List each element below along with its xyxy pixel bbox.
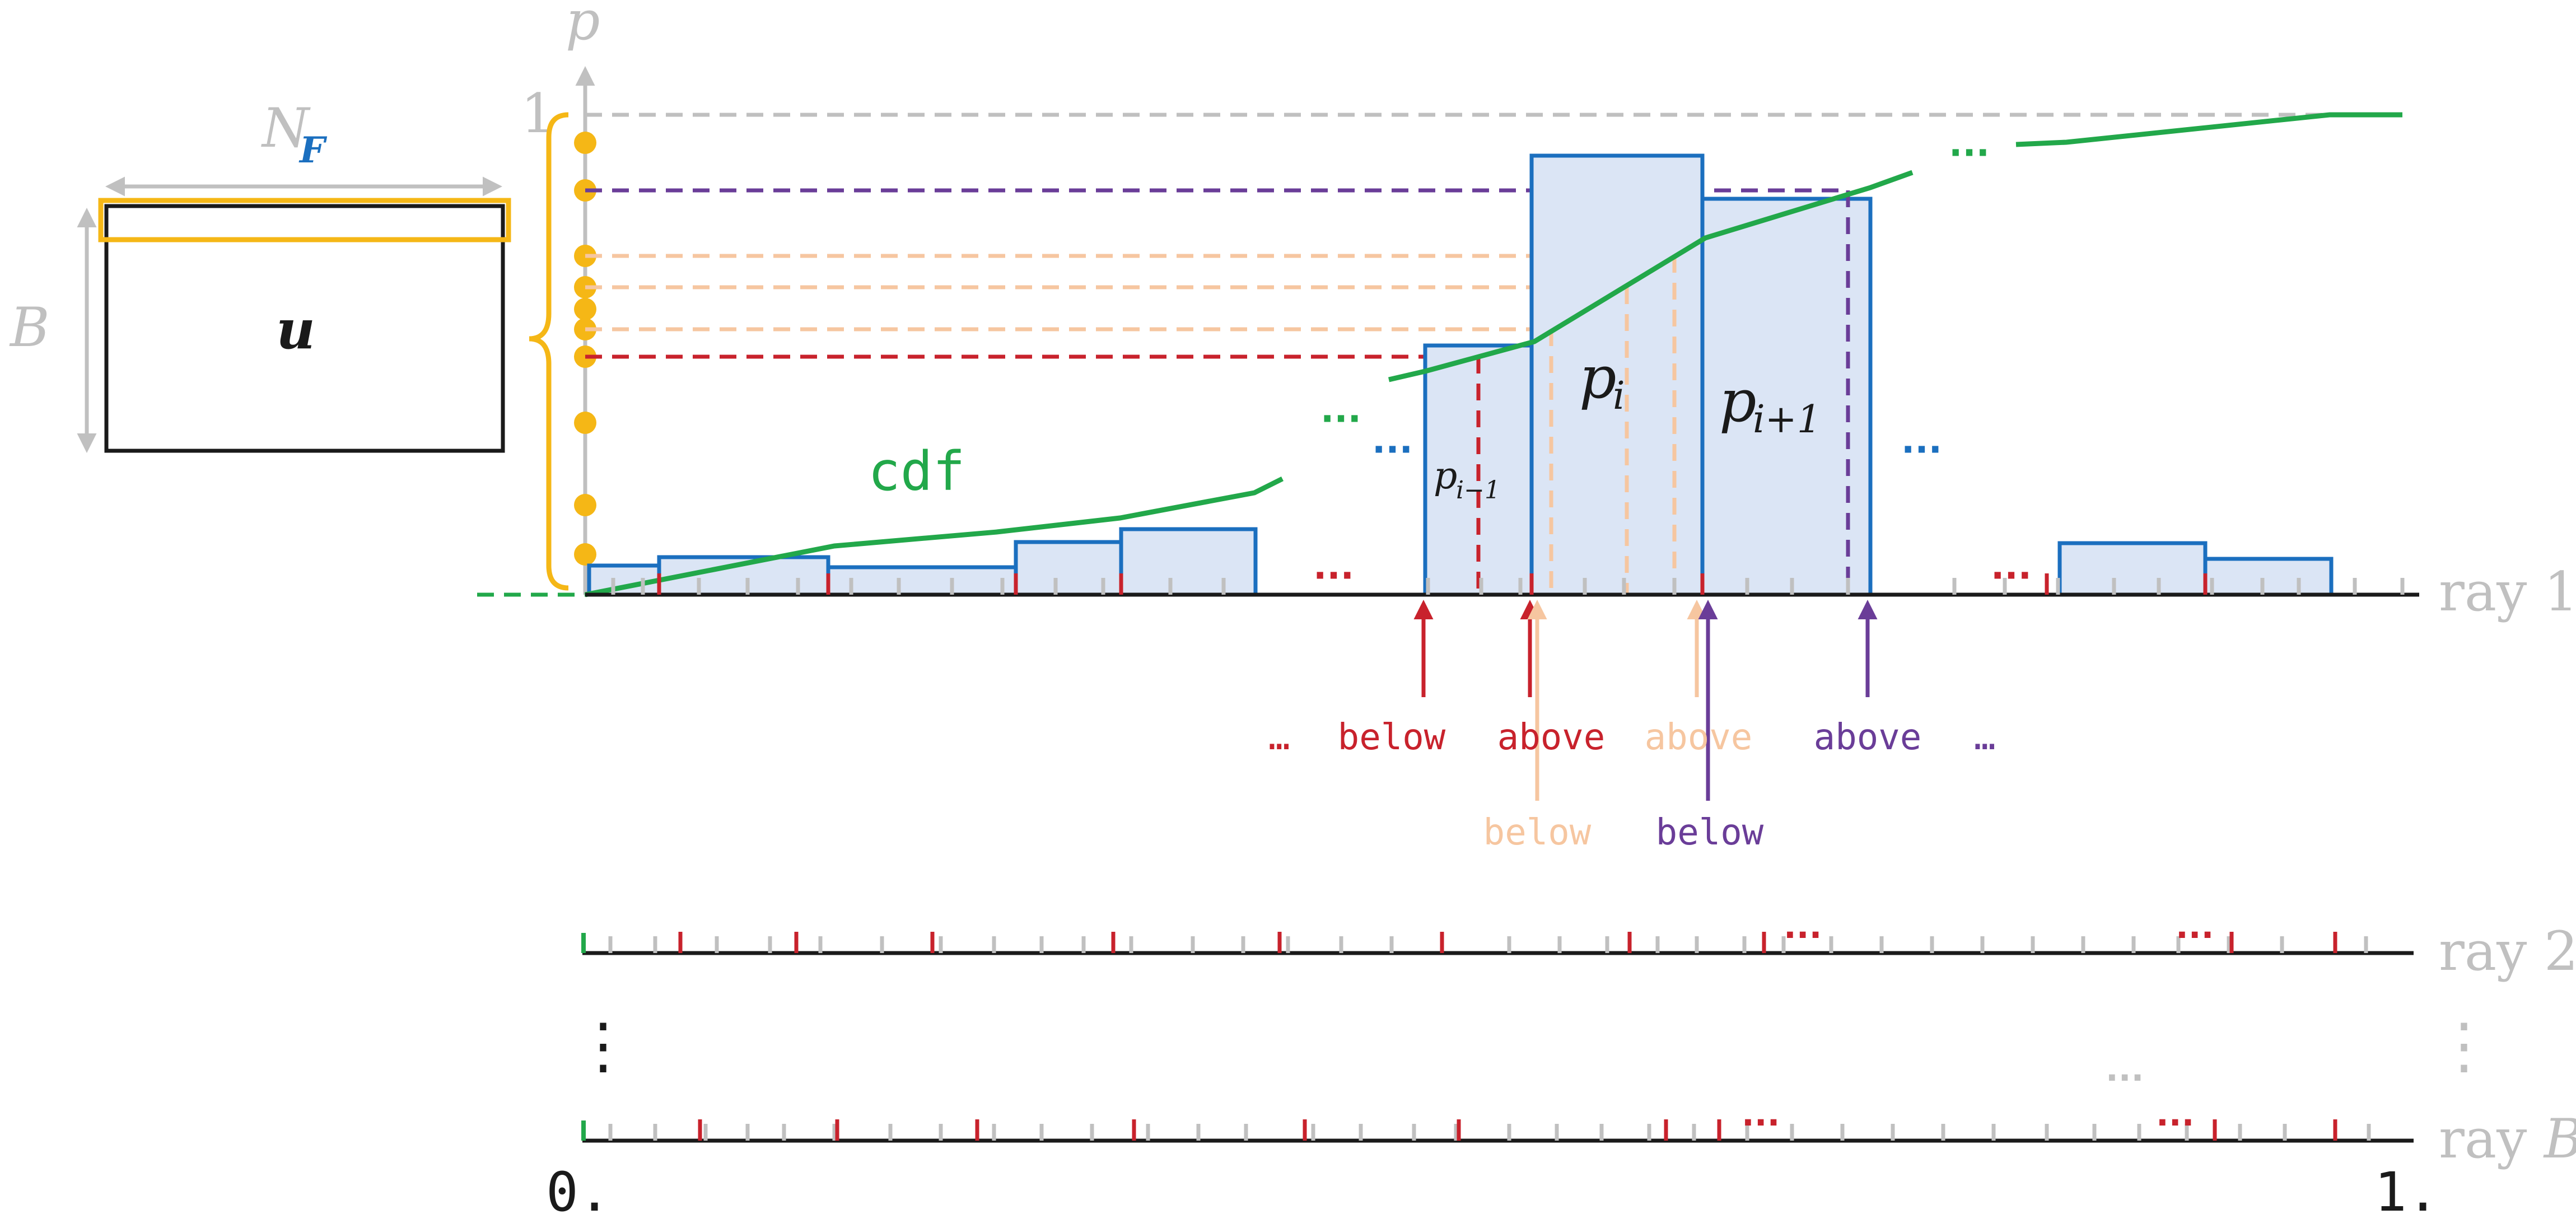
label-p-i-minus-1-sub: i−1 [1456, 476, 1500, 505]
ellipsis-left-labels: … [1268, 717, 1290, 758]
ray-gap-ellipsis: ··· [2106, 1058, 2144, 1098]
ellipsis-green-2: ··· [1949, 133, 1990, 174]
drop-lines [1476, 190, 1850, 595]
label-below-peach: below [1483, 812, 1592, 853]
ray-2-ellipsis-1: ··· [1784, 916, 1822, 955]
sample-dot-5 [574, 298, 596, 320]
ray-B-ellipsis-2: ··· [2156, 1103, 2194, 1142]
bin-p-i-plus-1 [1700, 197, 1873, 597]
matrix-width-subscript: F [298, 129, 328, 171]
ray-2-label: ray 2 [2439, 920, 2576, 983]
bin-3 [826, 565, 1018, 597]
y-axis-label: p [566, 0, 600, 52]
ellipsis-blue-1: ··· [1372, 429, 1413, 471]
matrix-u-group: N F B u [9, 97, 511, 453]
uniform-samples-brace [529, 112, 569, 591]
cdf-segment-2 [1388, 170, 1914, 382]
ray-B-group: ··· ··· ray B [581, 1103, 2576, 1170]
label-above-purple: above [1814, 717, 1922, 758]
bin-labels: p i−1 p i p i+1 [1434, 343, 1821, 505]
label-above-peach: above [1645, 717, 1753, 758]
vdots-left: ⋮ [572, 1010, 634, 1081]
ray-B-label: ray B [2439, 1108, 2576, 1170]
cdf-segment-1 [585, 476, 1284, 597]
ray-2-group: ··· ··· ray 2 [581, 916, 2576, 983]
ray-2-ticks [581, 932, 2368, 953]
cdf-segment-3 [2015, 112, 2402, 147]
ellipsis-blue-2: ··· [1901, 429, 1942, 471]
search-arrows: … below above above above … below below [1268, 600, 1996, 853]
bin-r2 [2203, 557, 2334, 597]
sample-dot-9 [574, 494, 596, 516]
ellipsis-right-labels: … [1974, 717, 1996, 758]
label-p-i: p [1579, 343, 1617, 412]
ray-1-ticks [611, 573, 2405, 595]
label-p-i-plus-1-sub: i+1 [1753, 398, 1821, 442]
vdots-right: ⋮ [2433, 1010, 2495, 1081]
histogram [587, 153, 2334, 597]
label-p-i-plus-1: p [1719, 367, 1757, 435]
matrix-row-highlight [98, 198, 511, 242]
matrix-u-box [104, 204, 505, 453]
uniform-sample-dots [574, 132, 596, 566]
x-start-label: 0. [546, 1161, 611, 1224]
label-above-red: above [1497, 717, 1606, 758]
matrix-width-label: N [261, 97, 311, 160]
label-below-red: below [1338, 717, 1446, 758]
bin-4 [1014, 540, 1123, 597]
ray-B-prefix: ray [2439, 1108, 2544, 1170]
cdf-label: cdf [868, 440, 965, 503]
bin-r1 [2057, 541, 2208, 597]
label-p-i-minus-1: p [1434, 454, 1457, 497]
x-end-label: 1. [2374, 1161, 2439, 1224]
ray-B-ellipsis-1: ··· [1742, 1103, 1780, 1142]
sample-dot-8 [574, 412, 596, 434]
label-below-purple: below [1656, 812, 1764, 853]
matrix-height-label: B [9, 296, 50, 359]
label-p-i-sub: i [1613, 374, 1625, 418]
ray-2-ellipsis-2: ··· [2176, 916, 2214, 955]
cdf-curve: cdf [585, 112, 2402, 597]
ray-1-label: ray 1 [2439, 561, 2576, 623]
ellipses: ··· ··· ··· ··· ··· ··· [1313, 133, 2032, 597]
bin-5 [1119, 527, 1258, 597]
y-axis-group: p 1 [521, 0, 600, 595]
ray-B-var: B [2543, 1108, 2576, 1170]
ellipsis-green-1: ··· [1320, 399, 1361, 440]
ray-B-ticks [581, 1119, 2371, 1141]
ray-1-group: ray 1 [585, 561, 2576, 623]
sample-dot-10 [574, 543, 596, 566]
matrix-name: u [276, 298, 315, 361]
ellipsis-red-2: ··· [1991, 555, 2032, 597]
ellipsis-red-1: ··· [1313, 555, 1354, 597]
sample-dot-1 [574, 132, 596, 154]
